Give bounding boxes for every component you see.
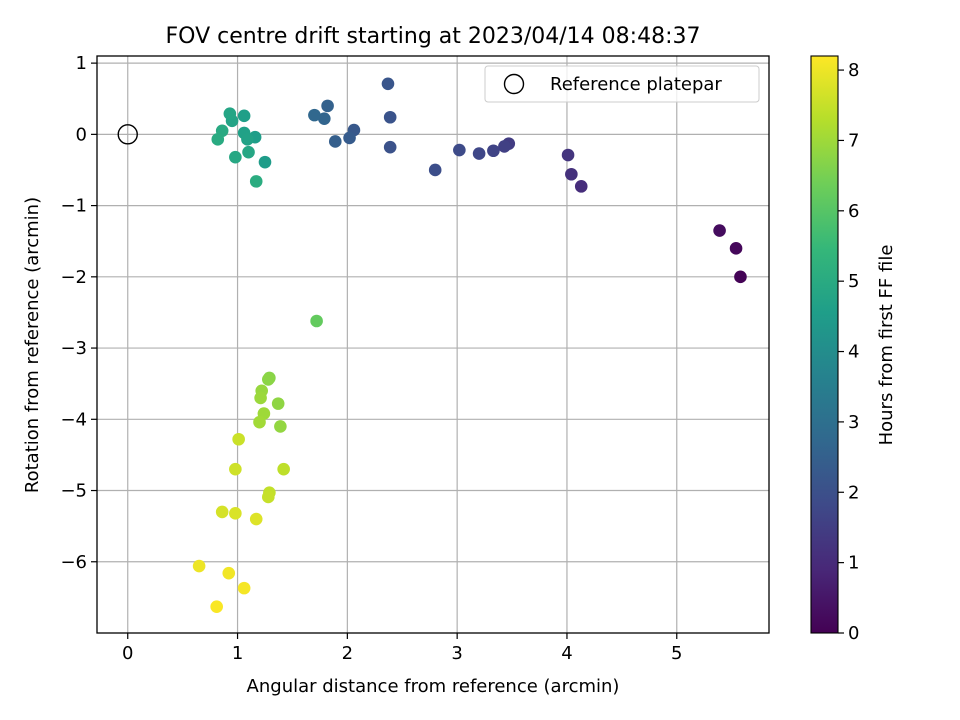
x-axis-ticks: 0 1 2 3 4 5 bbox=[122, 633, 682, 664]
colorbar-gradient bbox=[810, 55, 839, 634]
data-point bbox=[241, 133, 254, 146]
colorbar-ticks: 0 1 2 3 4 5 6 7 8 bbox=[838, 60, 859, 644]
x-tick-label: 2 bbox=[342, 643, 353, 664]
plot-frame bbox=[96, 55, 770, 634]
colorbar-tick-label: 3 bbox=[848, 412, 859, 433]
y-tick-label: 1 bbox=[76, 53, 87, 74]
colorbar-tick-label: 8 bbox=[848, 60, 859, 81]
data-point bbox=[271, 397, 285, 410]
y-axis-label: Rotation from reference (arcmin) bbox=[22, 197, 43, 493]
data-point bbox=[229, 462, 242, 476]
data-point bbox=[249, 512, 263, 526]
data-point bbox=[242, 145, 255, 159]
colorbar-tick-label: 5 bbox=[848, 271, 859, 292]
y-tick-label: −5 bbox=[60, 481, 87, 502]
data-point bbox=[317, 112, 331, 125]
data-point bbox=[308, 108, 321, 122]
data-point bbox=[729, 242, 743, 255]
x-tick-label: 5 bbox=[671, 643, 682, 664]
data-point bbox=[561, 148, 575, 162]
x-tick-label: 0 bbox=[122, 643, 133, 664]
data-point bbox=[381, 77, 395, 91]
colorbar-tick-label: 2 bbox=[848, 482, 859, 503]
data-point bbox=[277, 462, 290, 476]
data-point bbox=[249, 175, 263, 188]
x-tick-label: 1 bbox=[232, 643, 243, 664]
data-point bbox=[734, 270, 747, 284]
data-point bbox=[210, 600, 223, 613]
data-point bbox=[383, 110, 397, 124]
data-point bbox=[229, 150, 242, 164]
reference-platepar-marker bbox=[117, 124, 138, 145]
x-axis-label: Angular distance from reference (arcmin) bbox=[247, 676, 620, 697]
data-point bbox=[713, 224, 726, 237]
data-point bbox=[261, 373, 275, 386]
legend: Reference platepar bbox=[484, 65, 760, 103]
data-point bbox=[328, 135, 342, 148]
reference-marker-layer bbox=[117, 124, 138, 145]
data-point bbox=[310, 314, 323, 328]
y-tick-label: 0 bbox=[76, 124, 87, 145]
legend-marker-reference bbox=[503, 73, 525, 95]
data-point bbox=[258, 155, 272, 169]
grid-lines bbox=[97, 56, 769, 633]
legend-label-reference: Reference platepar bbox=[550, 74, 722, 95]
y-tick-label: −2 bbox=[60, 267, 87, 288]
data-point bbox=[428, 163, 442, 177]
chart-title: FOV centre drift starting at 2023/04/14 … bbox=[166, 24, 701, 49]
data-point bbox=[383, 140, 397, 154]
y-tick-label: −4 bbox=[60, 409, 87, 430]
data-point bbox=[274, 420, 287, 433]
y-tick-label: −1 bbox=[60, 196, 87, 217]
data-point bbox=[215, 505, 229, 519]
data-point bbox=[229, 507, 242, 520]
x-tick-label: 3 bbox=[451, 643, 462, 664]
y-tick-label: −3 bbox=[60, 338, 87, 359]
y-tick-label: −6 bbox=[60, 552, 87, 573]
data-point bbox=[223, 107, 237, 120]
colorbar-tick-label: 1 bbox=[848, 553, 859, 574]
data-point bbox=[472, 147, 486, 160]
data-point bbox=[343, 131, 356, 145]
data-point bbox=[192, 559, 206, 573]
data-point bbox=[253, 415, 266, 429]
data-point bbox=[237, 581, 251, 595]
data-point bbox=[321, 99, 334, 113]
data-point bbox=[254, 391, 267, 405]
data-point bbox=[565, 167, 578, 181]
data-point bbox=[574, 180, 588, 193]
colorbar-tick-label: 4 bbox=[848, 342, 859, 363]
colorbar-tick-label: 0 bbox=[848, 623, 859, 644]
colorbar: 0 1 2 3 4 5 6 7 8 Hours from first FF file bbox=[810, 55, 897, 644]
y-axis-ticks: 1 0 −1 −2 −3 −4 −5 −6 bbox=[60, 53, 97, 573]
colorbar-tick-label: 7 bbox=[848, 130, 859, 151]
data-point bbox=[498, 140, 511, 153]
legend-box bbox=[484, 65, 760, 103]
data-point bbox=[487, 144, 500, 158]
x-tick-label: 4 bbox=[561, 643, 572, 664]
data-point bbox=[453, 143, 466, 157]
colorbar-tick-label: 6 bbox=[848, 201, 859, 222]
data-points bbox=[192, 77, 747, 613]
data-point bbox=[261, 490, 275, 504]
colorbar-label: Hours from first FF file bbox=[876, 245, 897, 446]
data-point bbox=[237, 109, 251, 123]
data-point bbox=[222, 566, 236, 580]
data-point bbox=[232, 432, 245, 446]
data-point bbox=[211, 133, 225, 146]
